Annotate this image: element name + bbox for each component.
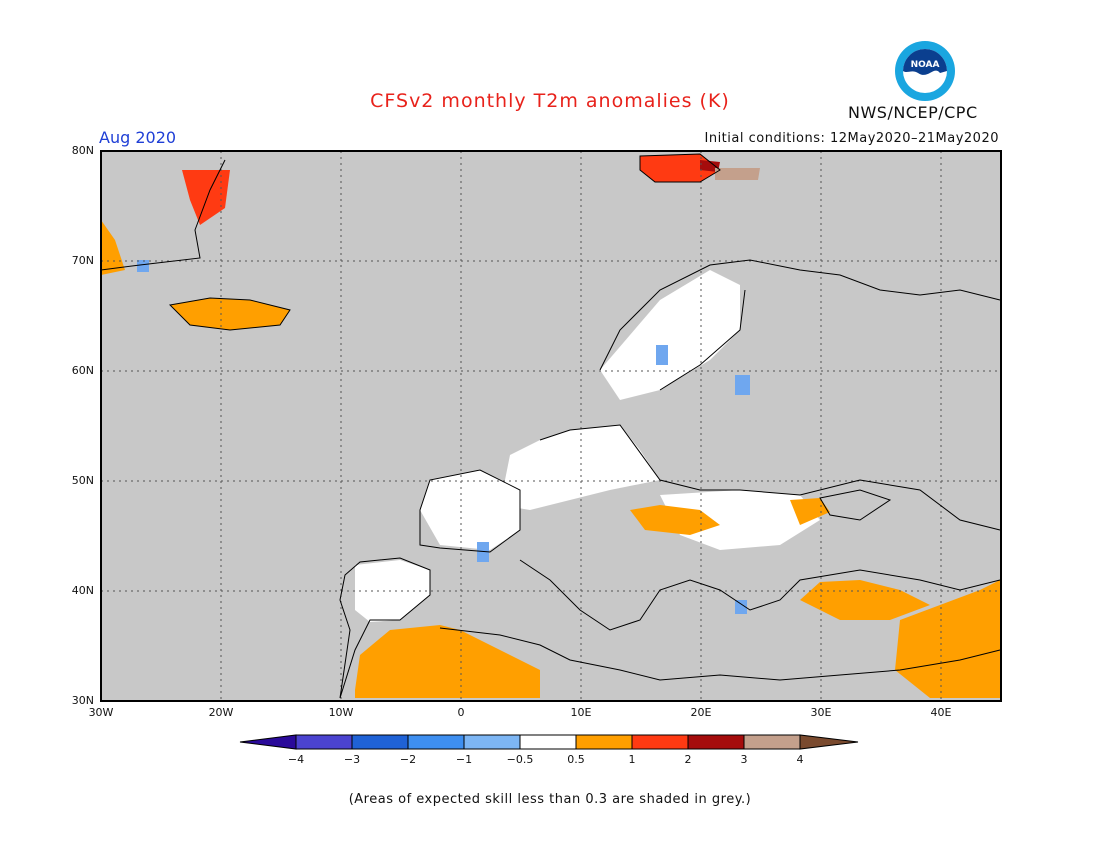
colorbar-segment	[351, 734, 409, 750]
colorbar-tick-label: −4	[288, 753, 304, 766]
colorbar-tick-label: 0.5	[567, 753, 585, 766]
colorbar-tick-label: −1	[456, 753, 472, 766]
middle-east-warm	[895, 580, 1000, 698]
iberia-neutral	[355, 560, 430, 622]
colorbar-segment	[407, 734, 465, 750]
black-sea-coast-warm	[790, 498, 830, 525]
longitude-label: 20W	[208, 706, 234, 719]
longitude-label: 10E	[570, 706, 592, 719]
longitude-label: 30W	[88, 706, 114, 719]
agency-label: NWS/NCEP/CPC	[848, 103, 978, 122]
colorbar-legend: −4 −3 −2 −1 −0.5 0.5 1 2 3 4	[238, 733, 868, 777]
colorbar-tick-label: −2	[400, 753, 416, 766]
cool-spot-fennoscandia	[656, 345, 668, 365]
fennoscandia-neutral	[600, 270, 740, 400]
colorbar-segment	[463, 734, 521, 750]
colorbar-tick-label: −0.5	[507, 753, 534, 766]
initial-conditions: Initial conditions: 12May2020–21May2020	[704, 131, 999, 146]
cool-spot-france	[477, 542, 489, 562]
colorbar-segment	[575, 734, 633, 750]
colorbar-segment	[631, 734, 689, 750]
latitude-label: 70N	[71, 254, 94, 267]
colorbar-segment	[519, 734, 577, 750]
graticule	[101, 151, 1001, 701]
longitude-label: 0	[457, 706, 465, 719]
cool-spot-greenland	[137, 260, 149, 272]
longitude-label: 20E	[690, 706, 712, 719]
anomaly-map	[100, 150, 1002, 706]
europe-land-neutral	[500, 425, 660, 510]
forecast-month: Aug 2020	[99, 128, 177, 147]
colorbar-segment	[687, 734, 745, 750]
latitude-label: 80N	[71, 144, 94, 157]
longitude-label: 10W	[328, 706, 354, 719]
map-title: CFSv2 monthly T2m anomalies (K)	[370, 90, 730, 112]
cool-spot-greece	[735, 600, 747, 614]
colorbar-segment	[295, 734, 353, 750]
colorbar-high-arrow	[799, 734, 859, 750]
colorbar-tick-label: 4	[797, 753, 804, 766]
colorbar-tick-label: 2	[685, 753, 692, 766]
colorbar-tick-label: −3	[344, 753, 360, 766]
jan-mayen-warm	[182, 170, 230, 225]
latitude-label: 60N	[71, 364, 94, 377]
longitude-label: 30E	[810, 706, 832, 719]
footnote: (Areas of expected skill less than 0.3 a…	[348, 792, 752, 807]
carpathian-warm	[630, 505, 720, 535]
map-frame	[100, 150, 1002, 702]
coastlines	[100, 153, 1001, 699]
noaa-logo: NOAA	[894, 40, 956, 106]
longitude-label: 40E	[930, 706, 952, 719]
colorbar-tick-label: 1	[629, 753, 636, 766]
cool-spot-baltic	[735, 375, 750, 395]
balkans-neutral	[660, 490, 820, 550]
logo-text: NOAA	[911, 60, 940, 70]
colorbar-low-arrow	[239, 734, 297, 750]
colorbar-tick-label: 3	[741, 753, 748, 766]
north-africa-warm	[355, 625, 540, 698]
anatolia-warm	[800, 580, 930, 620]
latitude-label: 30N	[71, 694, 94, 707]
france-neutral	[420, 470, 520, 550]
colorbar-segment	[743, 734, 801, 750]
iceland-warm	[170, 298, 290, 330]
latitude-label: 40N	[71, 584, 94, 597]
latitude-label: 50N	[71, 474, 94, 487]
franz-josef-warm	[715, 168, 760, 180]
